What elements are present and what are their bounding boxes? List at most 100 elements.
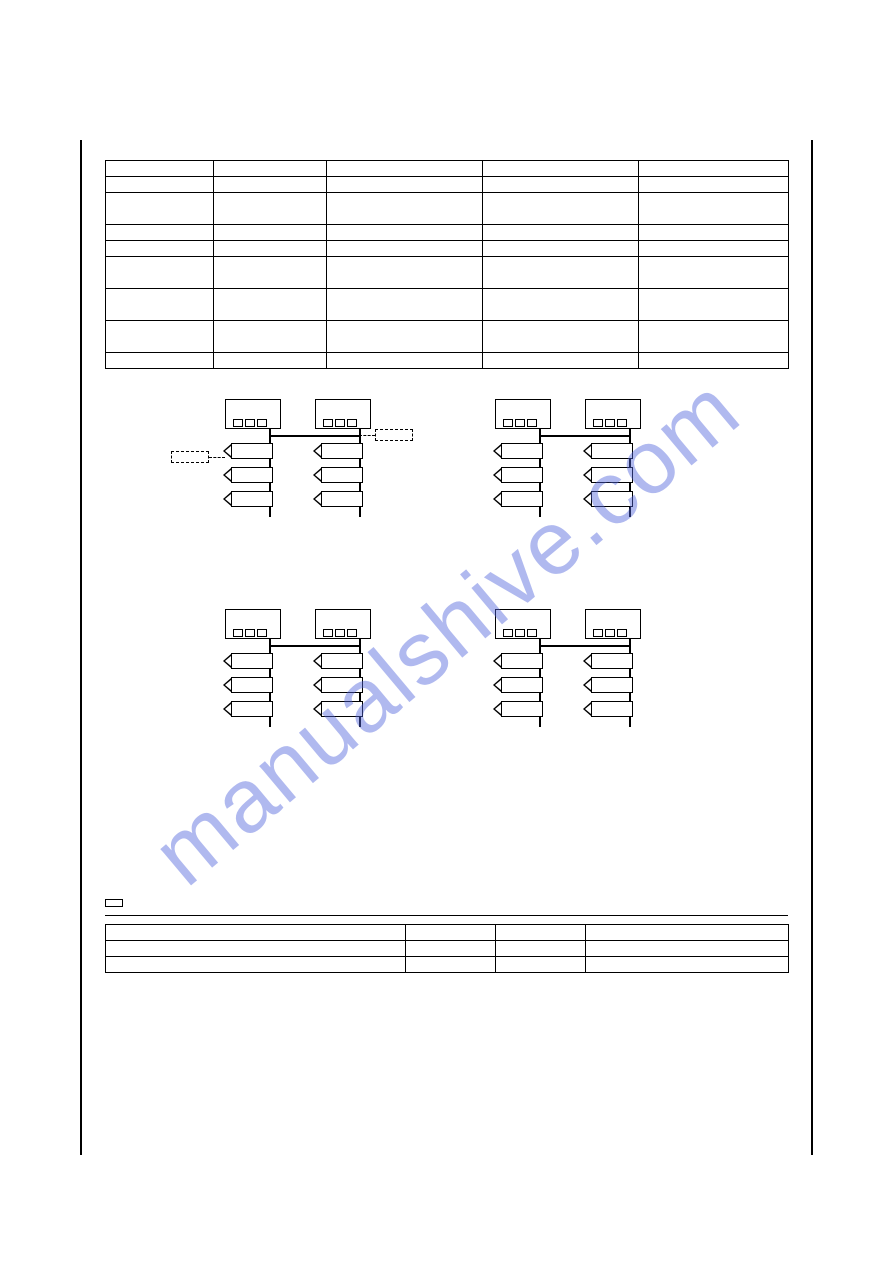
table-cell [106, 941, 406, 957]
table-cell [214, 353, 327, 369]
table-cell [106, 289, 214, 321]
table-cell [496, 941, 586, 957]
right-border [811, 140, 813, 1155]
flow-arrow-icon [313, 654, 321, 668]
table-row [106, 957, 789, 973]
table-cell [214, 289, 327, 321]
flow-arrow-icon [493, 678, 501, 692]
table-row [106, 257, 789, 289]
table-cell [483, 321, 639, 353]
flow-arrow-icon [223, 444, 231, 458]
mini-box [593, 419, 603, 427]
table-cell [639, 161, 789, 177]
section-header-box [105, 899, 123, 907]
flow-arrow-icon [313, 444, 321, 458]
dashed-link [359, 435, 375, 436]
dashed-link [209, 457, 225, 458]
indoor-unit-icon [501, 701, 543, 717]
table-row [106, 941, 789, 957]
link-line [541, 645, 629, 647]
table-cell [483, 257, 639, 289]
table-cell [327, 257, 483, 289]
mini-box [527, 419, 537, 427]
table-cell [406, 957, 496, 973]
content-area [105, 160, 788, 973]
mini-box [323, 419, 333, 427]
table-cell [406, 925, 496, 941]
mini-box [245, 629, 255, 637]
table-cell [639, 177, 789, 193]
mini-box [605, 419, 615, 427]
table-cell [639, 353, 789, 369]
table-cell [214, 161, 327, 177]
flow-arrow-icon [493, 654, 501, 668]
mini-box [347, 419, 357, 427]
finishing-table [105, 924, 789, 973]
mini-box [593, 629, 603, 637]
mini-box [257, 629, 267, 637]
flow-arrow-icon [583, 492, 591, 506]
table-cell [483, 225, 639, 241]
divider-line [105, 915, 788, 916]
indoor-unit-icon [321, 467, 363, 483]
table-cell [586, 941, 789, 957]
mini-box [233, 629, 243, 637]
mini-box [515, 419, 525, 427]
table-cell [106, 193, 214, 225]
flow-arrow-icon [223, 492, 231, 506]
flow-arrow-icon [493, 492, 501, 506]
table-cell [214, 241, 327, 257]
table-cell [327, 321, 483, 353]
table-cell [483, 241, 639, 257]
indoor-unit-icon [321, 653, 363, 669]
flow-arrow-icon [583, 702, 591, 716]
mini-box [335, 629, 345, 637]
table-cell [483, 353, 639, 369]
indoor-unit-icon [591, 701, 633, 717]
table-cell [586, 925, 789, 941]
table-cell [214, 177, 327, 193]
mini-box [503, 629, 513, 637]
table-cell [106, 225, 214, 241]
table-cell [483, 289, 639, 321]
indoor-unit-icon [591, 677, 633, 693]
indoor-unit-icon [501, 653, 543, 669]
table-row [106, 925, 789, 941]
spec-table [105, 160, 789, 369]
table-cell [639, 321, 789, 353]
table-cell [483, 177, 639, 193]
indoor-unit-icon [231, 467, 273, 483]
table-cell [214, 225, 327, 241]
diagram-cluster [495, 399, 755, 579]
indoor-unit-icon [321, 701, 363, 717]
mini-box [605, 629, 615, 637]
mini-box [233, 419, 243, 427]
table-cell [406, 941, 496, 957]
indoor-unit-icon [501, 491, 543, 507]
flow-arrow-icon [583, 654, 591, 668]
table-cell [496, 957, 586, 973]
table-row [106, 193, 789, 225]
table-cell [214, 257, 327, 289]
indoor-unit-icon [501, 443, 543, 459]
table-cell [106, 161, 214, 177]
table-row [106, 225, 789, 241]
table-cell [327, 241, 483, 257]
table-cell [639, 193, 789, 225]
table-cell [327, 177, 483, 193]
optional-unit-icon [375, 429, 413, 441]
table-cell [106, 177, 214, 193]
table-row [106, 353, 789, 369]
indoor-unit-icon [231, 653, 273, 669]
flow-arrow-icon [493, 468, 501, 482]
indoor-unit-icon [501, 467, 543, 483]
indoor-unit-icon [231, 443, 273, 459]
link-line [541, 435, 629, 437]
flow-arrow-icon [313, 678, 321, 692]
table-cell [327, 289, 483, 321]
table-cell [483, 161, 639, 177]
table-row [106, 321, 789, 353]
table-cell [496, 925, 586, 941]
mini-box [347, 629, 357, 637]
mini-box [335, 419, 345, 427]
